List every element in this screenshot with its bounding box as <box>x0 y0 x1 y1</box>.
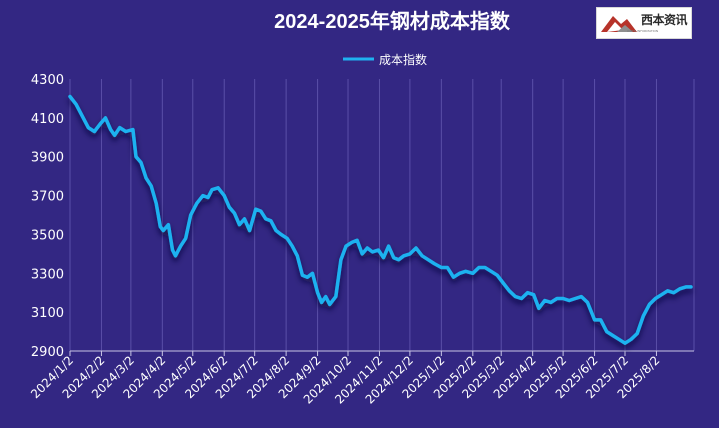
logo-tagline: XIBEN INFORMATION <box>627 29 659 33</box>
chart-title: 2024-2025年钢材成本指数 <box>274 9 511 33</box>
y-tick-label: 3700 <box>31 190 64 205</box>
y-tick-label: 3300 <box>31 267 64 282</box>
legend-label: 成本指数 <box>379 52 427 67</box>
mountain-logo-icon <box>601 16 637 32</box>
legend[interactable]: 成本指数 <box>343 52 427 67</box>
y-tick-label: 4300 <box>31 73 64 88</box>
y-tick-label: 3900 <box>31 151 64 166</box>
y-axis: 2900 3100 3300 3500 3700 3900 4100 4300 <box>31 73 64 360</box>
y-tick-label: 4100 <box>31 112 64 127</box>
y-tick-label: 3100 <box>31 306 64 321</box>
grid-lines <box>69 79 695 351</box>
x-axis: 2024/1/22024/2/22024/3/22024/4/22024/5/2… <box>28 350 694 407</box>
xiben-logo: 西本资讯 XIBEN INFORMATION <box>596 7 692 39</box>
series-group <box>68 94 693 345</box>
logo-name: 西本资讯 <box>641 13 688 27</box>
y-tick-label: 2900 <box>31 345 64 360</box>
y-tick-label: 3500 <box>31 228 64 243</box>
series-line <box>68 94 693 345</box>
